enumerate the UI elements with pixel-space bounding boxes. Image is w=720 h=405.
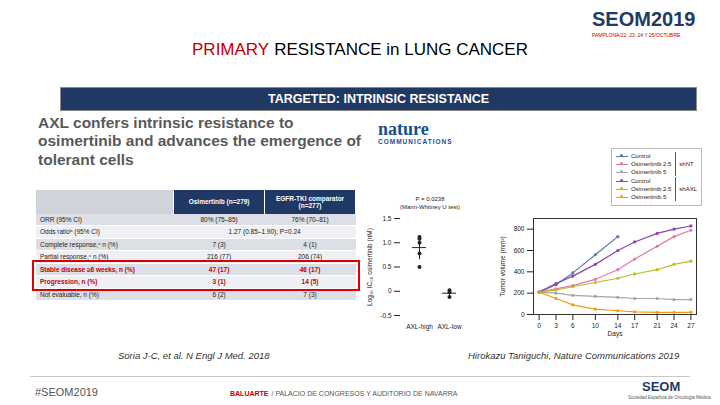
html-text:Osimertinib 5: Osimertinib 5: [631, 169, 667, 175]
html-text:TARGETED: INTRINSIC RESISTANCE: TARGETED: INTRINSIC RESISTANCE: [268, 92, 489, 106]
svg-text:200: 200: [514, 289, 525, 296]
svg-text:0: 0: [537, 322, 541, 329]
svg-text:1.5: 1.5: [382, 215, 391, 222]
html-text:Not evaluable, n (%): Not evaluable, n (%): [40, 290, 99, 298]
svg-text:AXL-high: AXL-high: [406, 323, 433, 331]
svg-text:Tumor volume (mm³): Tumor volume (mm³): [499, 236, 507, 296]
svg-text:3: 3: [554, 322, 558, 329]
html-text:Osimertinib 5: Osimertinib 5: [631, 194, 667, 200]
html-text:7 (3): 7 (3): [303, 290, 317, 298]
html-text:PRIMARY RESISTANCE in LUNG CAN: PRIMARY RESISTANCE in LUNG CANCER: [192, 40, 528, 59]
html-text:SEOM2019: SEOM2019: [592, 8, 696, 30]
svg-text:AXL-low: AXL-low: [437, 323, 462, 330]
html-text:Partial response,ᶜ n (%): Partial response,ᶜ n (%): [40, 253, 109, 261]
html-text:14 (5): 14 (5): [301, 278, 319, 286]
svg-text:10: 10: [592, 322, 600, 329]
svg-text:600: 600: [514, 247, 525, 254]
html-text:206 (74): 206 (74): [297, 253, 323, 261]
html-text:7 (3): 7 (3): [212, 240, 226, 248]
html-text:Odds ratioᵇ (95% CI): Odds ratioᵇ (95% CI): [40, 228, 100, 236]
html-text:#SEOM2019: #SEOM2019: [35, 386, 98, 398]
html-text:COMMUNICATIONS: COMMUNICATIONS: [378, 138, 453, 145]
svg-text:21: 21: [654, 322, 662, 329]
html-text:shNT: shNT: [679, 161, 694, 167]
html-text:6 (2): 6 (2): [212, 290, 226, 298]
svg-text:0: 0: [388, 287, 392, 294]
html-text:Control: Control: [631, 153, 651, 159]
html-text:shAXL: shAXL: [679, 186, 697, 192]
html-text:Osimertinib (n=279): Osimertinib (n=279): [188, 198, 250, 206]
html-text:1.27 (0.85–1.90); P=0.24: 1.27 (0.85–1.90); P=0.24: [228, 228, 301, 236]
html-text:(Mann-Whitney U test): (Mann-Whitney U test): [400, 203, 460, 210]
html-text:SEOM: SEOM: [642, 379, 681, 394]
svg-text:Days: Days: [608, 330, 624, 338]
svg-text:14: 14: [614, 322, 622, 329]
html-text:47 (17): 47 (17): [208, 265, 230, 273]
svg-text:27: 27: [687, 322, 695, 329]
svg-text:400: 400: [514, 268, 525, 275]
html-text:80% (75–85): 80% (75–85): [200, 216, 238, 223]
html-text:PAMPLONA/22, 23, 24 Y 25/OCTUB: PAMPLONA/22, 23, 24 Y 25/OCTUBRE: [592, 32, 681, 38]
html-text:Sociedad Española de Oncología: Sociedad Española de Oncología Médica: [628, 395, 711, 400]
html-text:Complete response,ᶜ n (%): Complete response,ᶜ n (%): [40, 240, 118, 248]
svg-text:800: 800: [514, 225, 525, 232]
html-text:Hirokazu Taniguchi, Nature Com: Hirokazu Taniguchi, Nature Communication…: [468, 350, 680, 361]
svg-text:0: 0: [521, 311, 525, 318]
html-text:4 (1): 4 (1): [303, 240, 317, 248]
html-text:EGFR-TKI comparator (n=277): EGFR-TKI comparator (n=277): [275, 194, 345, 209]
html-text:Control: Control: [631, 178, 651, 184]
html-text:AXL confers intrinsic resistan: AXL confers intrinsic resistance to osim…: [38, 114, 361, 168]
html-text:76% (70–81): 76% (70–81): [291, 216, 329, 223]
html-text:Soria J-C, et al. N Engl J Med: Soria J-C, et al. N Engl J Med. 2018: [118, 350, 270, 361]
html-text:Progression, n (%): Progression, n (%): [40, 278, 98, 286]
svg-text:-0.5: -0.5: [380, 312, 392, 319]
svg-text:24: 24: [670, 322, 678, 329]
svg-text:17: 17: [631, 322, 639, 329]
svg-text:6: 6: [571, 322, 575, 329]
html-text:216 (77): 216 (77): [207, 253, 232, 261]
html-text:Stable disease ≥6 weeks, n (%): Stable disease ≥6 weeks, n (%): [40, 265, 135, 273]
html-text:46 (17): 46 (17): [299, 265, 321, 273]
html-text:3 (1): 3 (1): [212, 278, 226, 286]
html-text:BALUARTE / PALACIO DE CONGRESO: BALUARTE / PALACIO DE CONGRESOS Y AUDITO…: [230, 390, 458, 397]
html-text:Osimertinib 2.5: Osimertinib 2.5: [631, 161, 672, 167]
svg-text:Log₁₀ IC₅₀ osimertinib (nM): Log₁₀ IC₅₀ osimertinib (nM): [366, 228, 374, 306]
svg-text:1.0: 1.0: [382, 239, 391, 246]
svg-text:0.5: 0.5: [382, 263, 391, 270]
html-text:P = 0.0238: P = 0.0238: [415, 196, 445, 202]
html-text:Osimertinib 2.5: Osimertinib 2.5: [631, 186, 672, 192]
html-text:nature: nature: [378, 119, 429, 139]
html-text:ORR (95% CI): ORR (95% CI): [40, 216, 82, 223]
